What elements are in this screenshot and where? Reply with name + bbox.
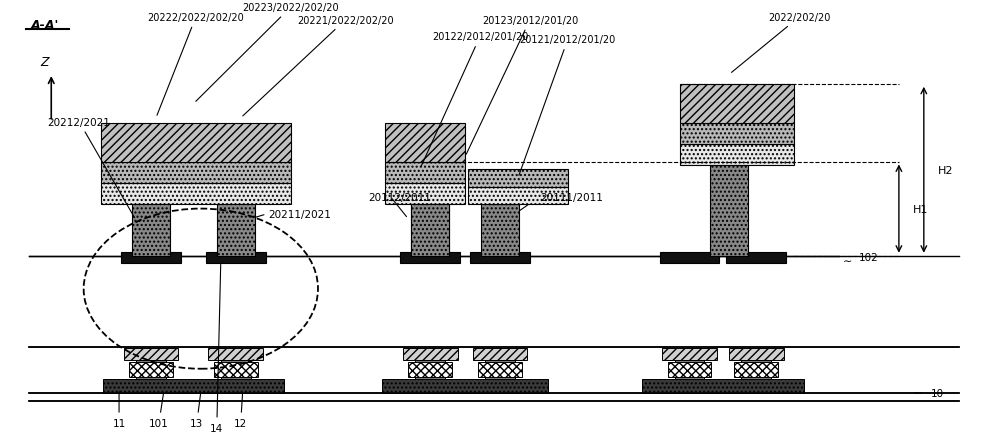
Bar xyxy=(415,360,445,379)
Text: 20112/2011: 20112/2011 xyxy=(368,193,431,203)
Bar xyxy=(468,187,568,205)
Bar xyxy=(206,252,266,264)
Text: 10: 10 xyxy=(931,388,944,398)
Text: 12: 12 xyxy=(234,394,247,428)
Bar xyxy=(411,205,449,256)
Bar xyxy=(675,360,704,379)
Bar xyxy=(478,362,522,377)
Bar xyxy=(642,379,804,393)
Bar xyxy=(124,348,178,360)
Bar xyxy=(101,162,291,184)
Bar xyxy=(136,360,166,379)
Bar xyxy=(400,252,460,264)
Text: 20123/2012/201/20: 20123/2012/201/20 xyxy=(466,16,578,155)
Bar xyxy=(101,123,291,162)
Text: $\sim$: $\sim$ xyxy=(910,385,924,398)
Text: A-A': A-A' xyxy=(31,19,60,32)
Bar xyxy=(660,252,719,264)
Text: 20223/2022/202/20: 20223/2022/202/20 xyxy=(196,3,339,102)
Text: 2022/202/20: 2022/202/20 xyxy=(732,13,830,73)
Bar xyxy=(208,348,263,360)
Bar xyxy=(121,252,181,264)
Text: 20212/2021: 20212/2021 xyxy=(48,118,135,218)
Bar xyxy=(132,205,170,256)
Bar xyxy=(710,166,748,256)
Bar xyxy=(729,348,784,360)
Bar xyxy=(101,184,291,205)
Bar xyxy=(411,205,449,256)
Bar xyxy=(221,360,251,379)
Bar xyxy=(385,184,465,205)
Bar xyxy=(485,360,515,379)
Bar xyxy=(382,379,548,393)
Bar xyxy=(385,162,465,184)
Text: H2: H2 xyxy=(938,165,953,175)
Text: H1: H1 xyxy=(913,204,928,214)
Text: 11: 11 xyxy=(112,391,126,428)
Bar xyxy=(403,348,458,360)
Bar xyxy=(103,379,284,393)
Bar xyxy=(217,205,255,256)
Bar xyxy=(214,362,258,377)
Bar xyxy=(481,205,519,256)
Bar xyxy=(680,123,794,145)
Text: 20211/2021: 20211/2021 xyxy=(269,210,332,220)
Bar xyxy=(680,145,794,166)
Bar xyxy=(385,123,465,162)
Bar xyxy=(734,362,778,377)
Bar xyxy=(470,252,530,264)
Bar xyxy=(668,362,711,377)
Bar xyxy=(680,85,794,123)
Bar xyxy=(741,360,771,379)
Text: 20111/2011: 20111/2011 xyxy=(540,193,603,203)
Text: 20222/2022/202/20: 20222/2022/202/20 xyxy=(147,13,244,116)
Bar xyxy=(468,170,568,187)
Bar xyxy=(726,252,786,264)
Bar xyxy=(129,362,173,377)
Text: $\sim$: $\sim$ xyxy=(840,255,852,265)
Text: 20121/2012/201/20: 20121/2012/201/20 xyxy=(519,35,616,176)
Text: Z: Z xyxy=(40,56,49,69)
Text: 14: 14 xyxy=(210,265,223,433)
Text: 20122/2012/201/20: 20122/2012/201/20 xyxy=(421,32,528,166)
Text: 20221/2022/202/20: 20221/2022/202/20 xyxy=(243,16,394,117)
Bar xyxy=(29,347,959,394)
Text: 102: 102 xyxy=(859,252,879,262)
Text: 13: 13 xyxy=(190,395,203,428)
Bar xyxy=(408,362,452,377)
Bar xyxy=(473,348,527,360)
Bar xyxy=(662,348,717,360)
Text: 101: 101 xyxy=(149,393,169,428)
